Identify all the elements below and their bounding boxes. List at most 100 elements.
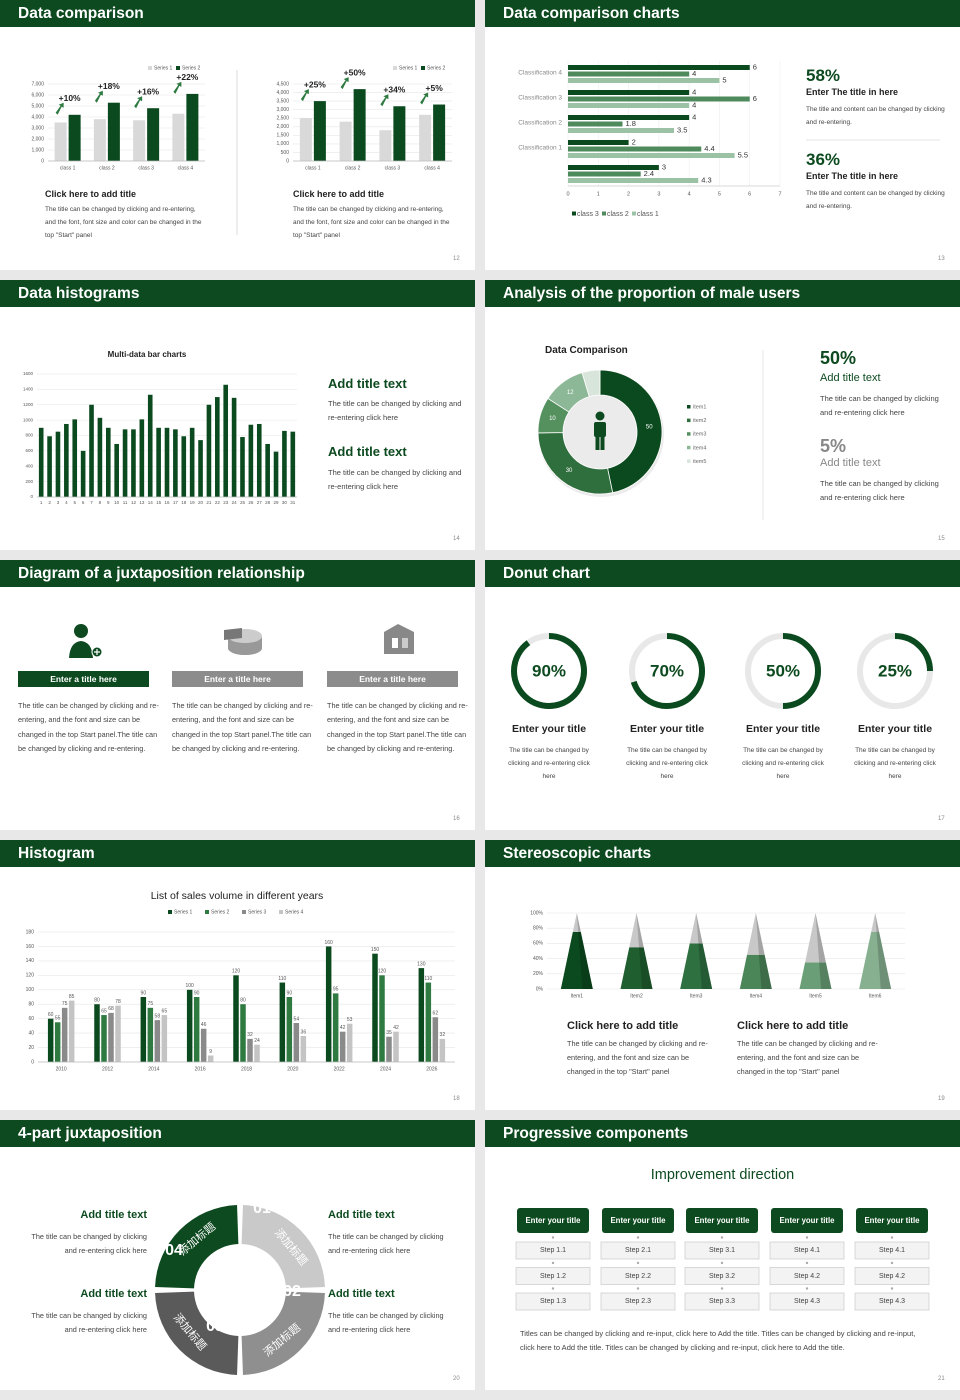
page-number: 21 xyxy=(938,1376,945,1382)
pyramid-segment xyxy=(871,913,880,932)
step-box xyxy=(854,1267,930,1285)
x-tick-label: 4 xyxy=(688,191,691,197)
slide-header: Data comparison xyxy=(0,0,475,27)
x-tick-label: 28 xyxy=(265,500,271,505)
x-tick-label: 18 xyxy=(181,500,187,505)
pyramid-segment xyxy=(572,913,581,932)
slide-header: Data histograms xyxy=(0,280,475,307)
bar xyxy=(233,975,239,1062)
column-heading: Enter your title xyxy=(511,723,587,735)
column-title-box xyxy=(602,1208,674,1233)
column-title-box xyxy=(517,1208,589,1233)
bar xyxy=(101,1015,107,1062)
legend-label: Series 1 xyxy=(399,65,418,71)
bar xyxy=(240,1004,246,1062)
bar xyxy=(54,1022,61,1062)
annotation: +16% xyxy=(137,86,159,96)
bar xyxy=(379,130,392,161)
data-label: 120 xyxy=(378,969,387,975)
icon-pie-slice xyxy=(224,628,242,640)
bar xyxy=(425,982,432,1062)
step-dot xyxy=(636,1261,640,1265)
annotation: +10% xyxy=(59,93,81,103)
step-dot xyxy=(720,1236,724,1239)
legend-label: class 2 xyxy=(607,211,629,218)
y-tick-label: 5,000 xyxy=(31,103,44,109)
bar xyxy=(256,423,262,497)
person-head xyxy=(595,411,605,421)
pyramid-segment-shade xyxy=(815,913,826,963)
chart-title: List of sales volume in different years xyxy=(150,890,324,902)
slide-graphics xyxy=(515,1208,930,1311)
column-title: Enter your title xyxy=(694,1216,750,1225)
bar xyxy=(200,1028,207,1062)
block-heading: Add title text xyxy=(328,1288,395,1300)
pyramid-segment xyxy=(747,913,765,955)
step-dot xyxy=(551,1261,555,1265)
bar xyxy=(68,1000,75,1062)
ring-number: 04 xyxy=(165,1242,183,1259)
icon-window xyxy=(402,638,408,648)
step-label: Step 3.1 xyxy=(708,1247,736,1254)
title-button xyxy=(18,671,149,687)
bar xyxy=(325,946,332,1062)
data-label: 58 xyxy=(155,1013,161,1019)
pyramid-segment xyxy=(629,913,644,948)
x-tick-label: 14 xyxy=(148,500,154,505)
y-tick-label: 20% xyxy=(533,971,544,977)
x-tick-label: 5 xyxy=(718,191,721,197)
annotation-arrow xyxy=(340,77,349,90)
data-label: 9 xyxy=(209,1049,212,1055)
y-tick-label: 180 xyxy=(26,929,35,935)
legend-label: item5 xyxy=(693,459,706,465)
x-tick-label: 15 xyxy=(156,500,162,505)
data-label: 160 xyxy=(324,940,333,946)
ring-segment xyxy=(155,1291,239,1375)
y-tick-label: 140 xyxy=(26,958,35,964)
slide-title: Donut chart xyxy=(503,565,590,582)
block-heading: Add title text xyxy=(80,1288,147,1300)
ring-label: 50% xyxy=(766,661,800,680)
data-label: 30 xyxy=(566,468,573,474)
bar xyxy=(131,429,136,497)
data-label: 6 xyxy=(753,94,757,103)
bar xyxy=(193,997,200,1062)
x-tick-label: class 4 xyxy=(178,165,194,171)
bar xyxy=(181,436,187,497)
step-label: Step 2.3 xyxy=(624,1298,652,1305)
x-tick-label: 3 xyxy=(657,191,660,197)
page-number: 14 xyxy=(453,536,460,542)
data-label: 50 xyxy=(646,425,653,431)
bar xyxy=(339,1031,346,1062)
bar xyxy=(313,101,326,161)
ring-segment xyxy=(241,1205,325,1289)
bar xyxy=(94,1004,100,1062)
y-tick-label: 4,000 xyxy=(31,114,44,120)
x-tick-label: 22 xyxy=(215,500,221,505)
step-dot xyxy=(636,1236,640,1239)
legend-swatch xyxy=(572,211,576,216)
bar xyxy=(568,128,674,133)
step-box xyxy=(684,1267,760,1285)
bar xyxy=(419,114,432,161)
pyramid-segment-shade xyxy=(636,913,644,948)
slide-graphics: 0204060801001201401601802010605575852012… xyxy=(26,909,455,1072)
legend-swatch xyxy=(687,405,691,409)
slide-title: Analysis of the proportion of male users xyxy=(503,285,801,302)
data-label: 85 xyxy=(69,994,75,1000)
step-box xyxy=(769,1292,845,1311)
data-label: 1.8 xyxy=(626,119,636,128)
bar xyxy=(346,1023,353,1062)
legend-swatch xyxy=(168,910,172,914)
bar xyxy=(156,427,161,497)
block-text: The title can be changed by clicking and… xyxy=(328,1311,444,1334)
x-tick-label: 17 xyxy=(173,500,179,505)
data-label: 65 xyxy=(162,1008,168,1014)
bar xyxy=(89,404,94,497)
ring-segment xyxy=(155,1205,239,1289)
bar xyxy=(97,417,103,497)
person-body xyxy=(594,422,606,437)
y-tick-label: 1400 xyxy=(23,387,34,392)
bar xyxy=(568,65,750,70)
